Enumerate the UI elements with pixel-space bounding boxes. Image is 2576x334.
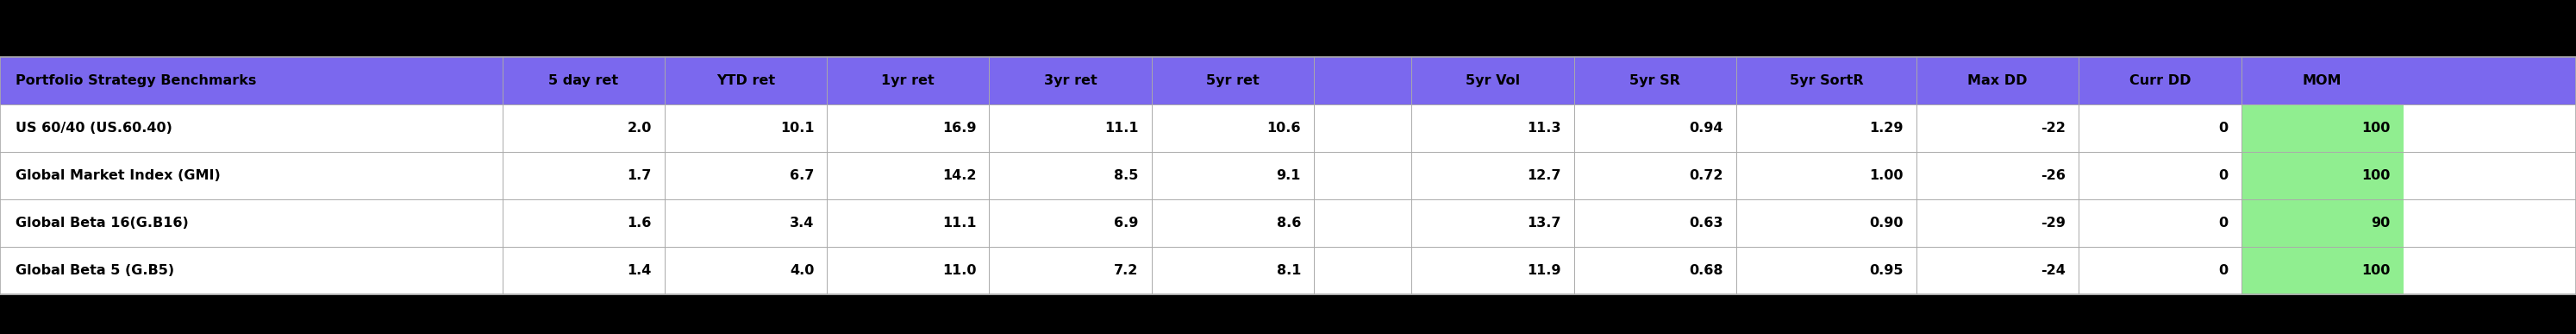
Text: 100: 100 [2362, 122, 2391, 134]
Text: 10.1: 10.1 [781, 122, 814, 134]
Text: Portfolio Strategy Benchmarks: Portfolio Strategy Benchmarks [15, 74, 255, 87]
Text: 0.72: 0.72 [1690, 169, 1723, 182]
Text: -26: -26 [2040, 169, 2066, 182]
Text: Global Market Index (GMI): Global Market Index (GMI) [15, 169, 222, 182]
Text: 10.6: 10.6 [1267, 122, 1301, 134]
Bar [0, 152, 2576, 199]
Text: 100: 100 [2362, 264, 2391, 277]
Text: 9.1: 9.1 [1278, 169, 1301, 182]
Text: Max DD: Max DD [1968, 74, 2027, 87]
Text: 4.0: 4.0 [791, 264, 814, 277]
Text: 11.3: 11.3 [1528, 122, 1561, 134]
Text: -24: -24 [2040, 264, 2066, 277]
Text: 0.95: 0.95 [1870, 264, 1904, 277]
Text: 13.7: 13.7 [1528, 216, 1561, 229]
Text: Curr DD: Curr DD [2130, 74, 2190, 87]
Text: 7.2: 7.2 [1115, 264, 1139, 277]
Text: 8.1: 8.1 [1278, 264, 1301, 277]
Text: 5 day ret: 5 day ret [549, 74, 618, 87]
Text: 5yr ret: 5yr ret [1206, 74, 1260, 87]
Bar [0, 104, 2576, 152]
Text: 1.7: 1.7 [629, 169, 652, 182]
Text: Global Beta 16(G.B16): Global Beta 16(G.B16) [15, 216, 188, 229]
Text: 5yr Vol: 5yr Vol [1466, 74, 1520, 87]
Text: 12.7: 12.7 [1528, 169, 1561, 182]
Text: 11.1: 11.1 [1105, 122, 1139, 134]
Text: 11.0: 11.0 [943, 264, 976, 277]
Text: 100: 100 [2362, 169, 2391, 182]
Text: 1yr ret: 1yr ret [881, 74, 935, 87]
Text: US 60/40 (US.60.40): US 60/40 (US.60.40) [15, 122, 173, 134]
Text: 5yr SortR: 5yr SortR [1790, 74, 1862, 87]
Bar [0, 57, 2576, 104]
Bar [0, 57, 2576, 294]
Text: YTD ret: YTD ret [716, 74, 775, 87]
Text: 0: 0 [2218, 216, 2228, 229]
Text: 0: 0 [2218, 264, 2228, 277]
Text: 11.1: 11.1 [943, 216, 976, 229]
Text: Global Beta 5 (G.B5): Global Beta 5 (G.B5) [15, 264, 175, 277]
Bar [2241, 152, 2403, 199]
Bar [2241, 199, 2403, 246]
Text: 90: 90 [2372, 216, 2391, 229]
Text: 1.6: 1.6 [629, 216, 652, 229]
Text: 8.6: 8.6 [1278, 216, 1301, 229]
Text: 0.63: 0.63 [1690, 216, 1723, 229]
Bar [2241, 104, 2403, 152]
Text: 0: 0 [2218, 169, 2228, 182]
Text: MOM: MOM [2303, 74, 2342, 87]
Text: 6.7: 6.7 [791, 169, 814, 182]
Bar [2241, 246, 2403, 294]
Text: 8.5: 8.5 [1115, 169, 1139, 182]
Text: 3.4: 3.4 [791, 216, 814, 229]
Text: 1.4: 1.4 [629, 264, 652, 277]
Text: 0: 0 [2218, 122, 2228, 134]
Text: 0.90: 0.90 [1870, 216, 1904, 229]
Text: -29: -29 [2040, 216, 2066, 229]
Text: 1.00: 1.00 [1870, 169, 1904, 182]
Text: 3yr ret: 3yr ret [1043, 74, 1097, 87]
Text: 0.68: 0.68 [1690, 264, 1723, 277]
Bar [0, 199, 2576, 246]
Text: 1.29: 1.29 [1870, 122, 1904, 134]
Text: 16.9: 16.9 [943, 122, 976, 134]
Bar [0, 246, 2576, 294]
Text: -22: -22 [2040, 122, 2066, 134]
Text: 11.9: 11.9 [1528, 264, 1561, 277]
Text: 0.94: 0.94 [1690, 122, 1723, 134]
Text: 14.2: 14.2 [943, 169, 976, 182]
Text: 5yr SR: 5yr SR [1631, 74, 1680, 87]
Text: 2.0: 2.0 [629, 122, 652, 134]
Text: 6.9: 6.9 [1115, 216, 1139, 229]
